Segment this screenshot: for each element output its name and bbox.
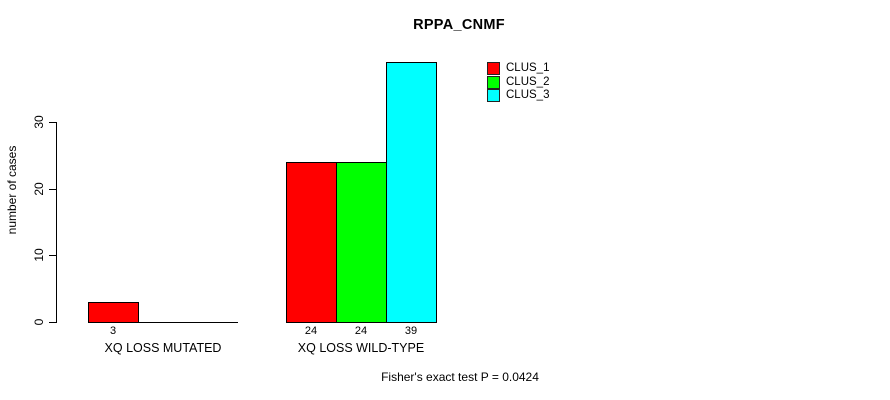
legend-item-label: CLUS_2: [506, 75, 550, 88]
chart-title: RPPA_CNMF: [413, 17, 505, 33]
legend-item-label: CLUS_3: [506, 89, 550, 102]
legend-item-label: CLUS_1: [506, 62, 550, 75]
y-axis-tick: [49, 322, 56, 323]
bar-clus_2: [336, 162, 387, 323]
bar-clus_1: [88, 302, 139, 323]
y-axis-tick: [49, 122, 56, 123]
legend-item: CLUS_1: [487, 62, 549, 76]
legend-swatch-clus_1: [487, 62, 500, 76]
fisher-test-note: Fisher's exact test P = 0.0424: [381, 370, 539, 384]
legend-item: CLUS_3: [487, 89, 549, 103]
group-baseline: [88, 322, 238, 323]
y-axis-tick: [49, 255, 56, 256]
y-axis-tick: [49, 189, 56, 190]
y-axis-tick-label: 20: [32, 182, 46, 196]
y-axis-tick-label: 0: [32, 318, 46, 326]
legend-item: CLUS_2: [487, 75, 550, 90]
bar-clus_1: [286, 162, 337, 323]
legend: CLUS_1 CLUS_2 CLUS_3: [487, 62, 549, 103]
bar-value-label: 24: [354, 325, 368, 337]
bar-value-label: 3: [109, 325, 117, 337]
y-axis-label: number of cases: [5, 145, 19, 235]
category-label: XQ LOSS WILD-TYPE: [297, 341, 425, 355]
y-axis-tick-label: 10: [32, 248, 46, 262]
bar-value-label: 39: [404, 325, 418, 337]
y-axis-tick-label: 30: [32, 115, 46, 129]
legend-swatch-clus_2: [487, 75, 500, 89]
bar-value-label: 24: [304, 325, 318, 337]
legend-swatch-clus_3: [487, 89, 500, 103]
bar-clus_3: [386, 62, 437, 323]
category-label: XQ LOSS MUTATED: [104, 341, 222, 355]
y-axis-line: [56, 122, 57, 323]
